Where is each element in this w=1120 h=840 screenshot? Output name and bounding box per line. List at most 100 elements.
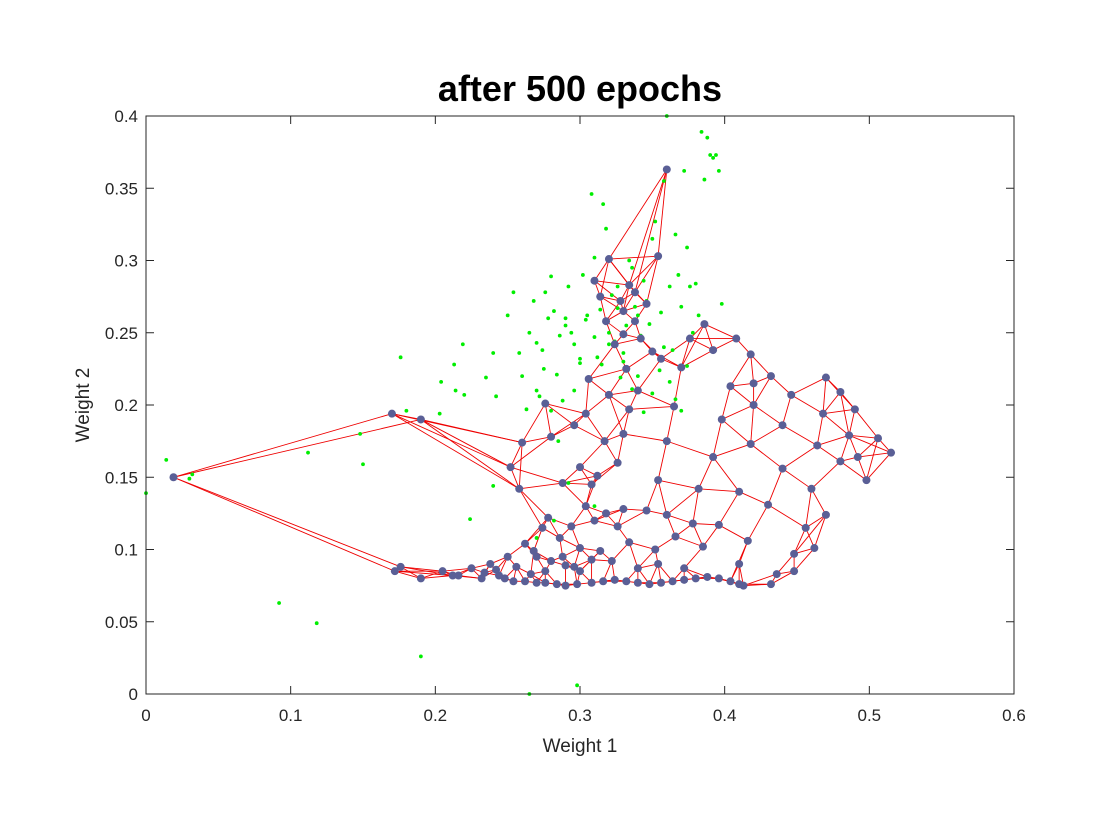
neuron-point	[521, 577, 530, 586]
chart-title: after 500 epochs	[438, 68, 722, 109]
y-axis-label: Weight 2	[73, 368, 94, 443]
y-tick-label: 0.4	[114, 107, 138, 126]
neuron-point	[587, 555, 596, 564]
neuron-point	[561, 561, 570, 570]
grid-link	[840, 460, 867, 481]
neuron-point	[576, 544, 584, 553]
sample-point	[676, 273, 681, 277]
sample-point	[543, 290, 548, 295]
sample-point	[601, 202, 606, 207]
sample-point	[662, 179, 666, 183]
sample-point	[552, 309, 556, 313]
sample-point	[673, 232, 678, 237]
sample-point	[534, 340, 539, 345]
grid-link	[588, 368, 627, 380]
sample-point	[585, 313, 590, 318]
neuron-point	[584, 374, 593, 383]
sample-point	[693, 281, 698, 286]
neuron-point	[532, 578, 541, 587]
x-tick-label: 0	[141, 706, 150, 725]
neuron-point	[529, 546, 538, 555]
neuron-point	[887, 448, 896, 457]
sample-point	[635, 313, 640, 318]
sample-point	[673, 397, 678, 402]
sample-point	[667, 379, 672, 384]
neuron-point	[610, 575, 619, 584]
grid-link	[585, 413, 605, 442]
neuron-point	[691, 574, 700, 583]
sample-point	[659, 310, 663, 315]
neuron-point	[821, 510, 830, 519]
sample-point	[575, 683, 580, 688]
sample-point	[662, 345, 666, 350]
sample-point	[716, 169, 721, 173]
grid-link	[721, 386, 731, 420]
grid-link	[750, 424, 783, 445]
neuron-point	[573, 580, 582, 589]
sample-point	[630, 265, 634, 270]
grid-link	[510, 466, 563, 484]
neuron-point	[521, 539, 530, 548]
grid-link	[770, 375, 792, 396]
y-tick-label: 0.2	[114, 396, 138, 415]
grid-link	[629, 405, 675, 410]
grid-link	[857, 437, 879, 458]
neuron-point	[613, 458, 622, 467]
neuron-point	[714, 574, 723, 583]
neuron-point	[680, 564, 689, 573]
neuron-point	[576, 463, 584, 472]
grid-link	[608, 394, 624, 435]
neuron-point	[610, 340, 619, 349]
neuron-point	[853, 453, 862, 462]
grid-link	[173, 476, 401, 568]
grid-link	[657, 169, 668, 257]
grid-link	[518, 488, 543, 529]
grid-link	[594, 258, 610, 281]
grid-link	[782, 468, 812, 490]
sample-point	[306, 450, 310, 455]
grid-link	[614, 344, 627, 370]
grid-link	[588, 344, 616, 380]
grid-link	[628, 542, 639, 569]
neuron-point	[688, 519, 697, 528]
sample-point	[615, 284, 620, 289]
grid-link	[666, 440, 714, 458]
grid-link	[604, 440, 618, 464]
sample-point	[527, 330, 532, 335]
neuron-point	[633, 386, 642, 395]
sample-point	[314, 621, 319, 626]
grid-link	[698, 488, 740, 493]
grid-link	[712, 338, 737, 351]
sample-point	[572, 342, 577, 347]
neuron-point	[503, 552, 512, 561]
grid-link	[544, 403, 552, 437]
grid-link	[608, 368, 627, 396]
plot-area	[146, 116, 1014, 694]
grid-link	[594, 280, 630, 286]
sample-point	[609, 293, 614, 298]
neuron-point	[735, 559, 744, 568]
grid-link	[623, 433, 667, 442]
neuron-point	[700, 320, 709, 329]
grid-link	[518, 442, 523, 489]
y-tick-label: 0	[129, 685, 138, 704]
neuron-point	[836, 387, 845, 396]
grid-link	[805, 488, 812, 528]
sample-point	[670, 348, 675, 352]
sample-point	[618, 375, 623, 380]
sample-point	[702, 177, 707, 182]
neuron-points	[169, 165, 896, 590]
sample-point	[491, 484, 496, 488]
sample-point	[164, 458, 169, 462]
grid-link	[597, 462, 618, 477]
grid-link	[173, 413, 393, 478]
sample-point	[537, 394, 542, 399]
grid-link	[600, 296, 624, 312]
sample-point	[682, 169, 687, 173]
grid-link	[652, 351, 682, 368]
sample-point	[566, 284, 571, 289]
y-tick-label: 0.1	[114, 541, 138, 560]
sample-point	[583, 317, 588, 322]
neuron-point	[561, 581, 570, 590]
